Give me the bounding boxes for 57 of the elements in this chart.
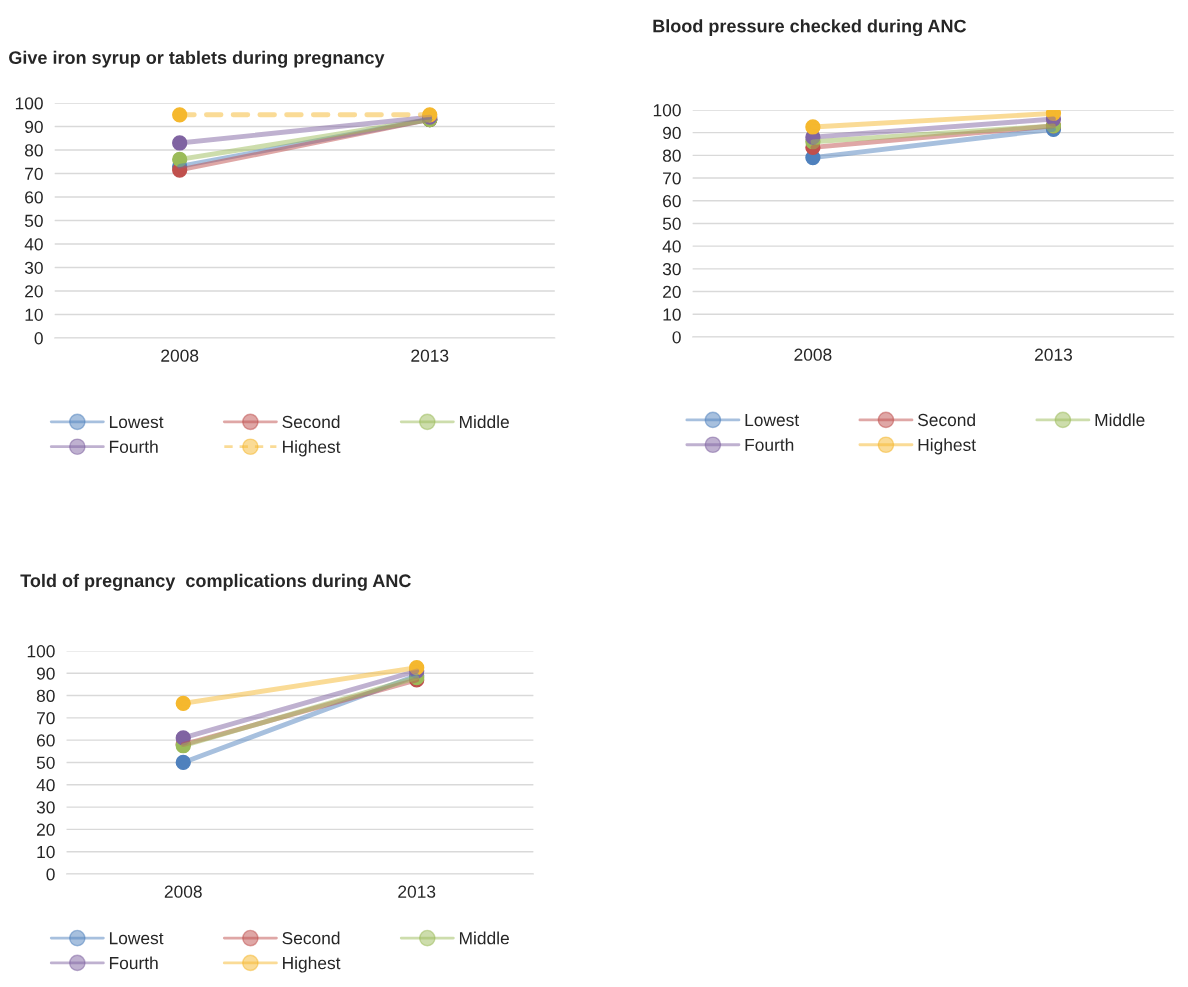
x-tick-label: 2008 <box>794 348 832 361</box>
legend-label: Highest <box>283 956 341 973</box>
y-tick-label: 100 <box>15 97 43 110</box>
chart-title: Told of pregnancy complications during ANC <box>20 573 411 591</box>
y-tick-label: 60 <box>25 191 43 204</box>
legend-label: Lowest <box>109 416 164 429</box>
y-tick-label: 30 <box>36 801 55 814</box>
y-tick-label: 70 <box>37 712 55 725</box>
y-tick-label: 60 <box>36 734 55 747</box>
y-tick-label: 100 <box>27 645 55 658</box>
y-tick-label: 90 <box>663 126 681 140</box>
y-tick-label: 40 <box>662 240 681 253</box>
y-tick-label: 90 <box>25 120 43 133</box>
x-tick-label: 2013 <box>411 349 449 362</box>
y-tick-label: 0 <box>672 331 681 344</box>
y-tick-label: 20 <box>25 285 43 298</box>
legend-label: Second <box>917 413 975 427</box>
y-tick-label: 80 <box>24 144 43 157</box>
legend-label: Middle <box>459 931 509 945</box>
legend-label: Middle <box>459 415 509 429</box>
y-tick-label: 10 <box>37 845 55 859</box>
y-tick-label: 30 <box>24 261 43 274</box>
legend-label: Fourth <box>745 438 794 451</box>
y-tick-label: 90 <box>36 667 55 680</box>
chart-title: Give iron syrup or tablets during pregnancy <box>9 50 385 68</box>
x-tick-label: 2008 <box>161 349 199 362</box>
legend-label: Highest <box>283 440 341 457</box>
y-tick-label: 50 <box>24 214 43 227</box>
y-tick-label: 60 <box>663 194 681 208</box>
y-tick-label: 80 <box>36 689 55 702</box>
y-tick-label: 40 <box>36 778 55 792</box>
legend-label: Middle <box>1095 413 1145 427</box>
y-tick-label: 40 <box>24 238 43 251</box>
y-tick-label: 70 <box>25 167 43 180</box>
x-tick-label: 2008 <box>164 885 202 898</box>
x-tick-label: 2013 <box>398 885 436 898</box>
y-tick-label: 80 <box>662 149 681 162</box>
legend-label: Second <box>282 415 340 429</box>
y-tick-label: 20 <box>36 823 55 836</box>
y-tick-label: 0 <box>46 868 55 881</box>
y-tick-label: 20 <box>663 285 681 299</box>
legend-label: Fourth <box>109 440 158 453</box>
y-tick-label: 50 <box>36 756 55 769</box>
y-tick-label: 10 <box>25 308 43 321</box>
x-tick-label: 2013 <box>1035 348 1073 361</box>
legend-label: Fourth <box>109 956 158 970</box>
legend-label: Second <box>282 931 340 945</box>
legend-label: Lowest <box>109 932 164 945</box>
y-tick-label: 0 <box>34 332 43 345</box>
y-tick-label: 100 <box>653 104 681 117</box>
legend-label: Lowest <box>745 414 800 427</box>
y-tick-label: 50 <box>662 217 681 230</box>
chart-title: Blood pressure checked during ANC <box>653 19 967 37</box>
y-tick-label: 30 <box>662 263 681 276</box>
y-tick-label: 10 <box>663 308 681 321</box>
y-tick-label: 70 <box>663 172 681 185</box>
legend-label: Highest <box>918 438 976 455</box>
